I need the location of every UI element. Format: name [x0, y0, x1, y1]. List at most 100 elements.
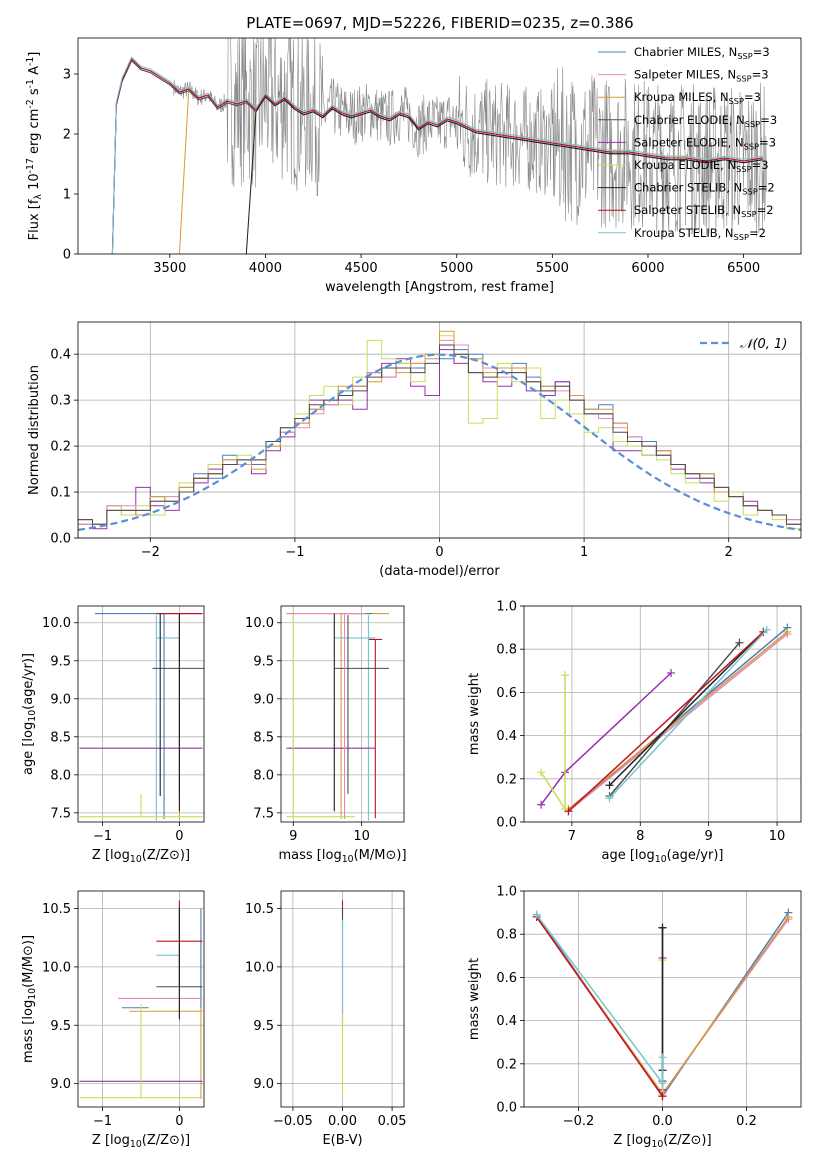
x-tick-label: 9: [705, 829, 713, 844]
panels: 3500 4000 4500 5000 5500 6000 6500 0 1 2 3 waveleng…: [21, 37, 802, 1150]
legend-label: Kroupa ELODIE, NSSP​=3: [634, 158, 769, 174]
y-tick-label: 0.4: [50, 348, 71, 363]
x-tick-label: 8: [636, 829, 644, 844]
y-tick-label: 10.5: [42, 902, 71, 917]
legend-label: 𝒩(0, 1): [740, 337, 787, 352]
legend-label: Salpeter MILES, NSSP​=3: [634, 68, 769, 84]
x-axis-label: Z [log10​(Z/Z⊙)]: [613, 1133, 711, 1150]
x-tick-label: 5000: [440, 261, 473, 276]
weight-point-kroupa_elodie: [537, 768, 546, 777]
y-tick-label: 0: [63, 248, 71, 263]
y-tick-label: 8.0: [253, 768, 274, 783]
weight-line-kroupa_stelib: [535, 914, 664, 1086]
x-tick-label: 0.00: [328, 1114, 357, 1129]
y-tick-label: 0.0: [496, 816, 517, 831]
x-tick-label: 3500: [153, 261, 186, 276]
weight-point-kroupa_miles: [783, 627, 792, 636]
y-tick-label: 10.0: [245, 960, 274, 975]
weight-point-salpeter_stelib: [658, 1092, 667, 1101]
y-tick-label: 0.1: [50, 486, 71, 501]
y-tick-label: 0.6: [496, 686, 517, 701]
weight-point-kroupa_stelib: [605, 794, 614, 803]
weight-point-kroupa_miles: [784, 912, 793, 921]
weight-point-salpeter_stelib: [564, 807, 573, 816]
weight-point-kroupa_stelib: [658, 1053, 667, 1062]
legend: 𝒩(0, 1): [700, 337, 787, 352]
x-tick-label: −0.05: [273, 1114, 313, 1129]
y-tick-label: 0.2: [50, 440, 71, 455]
plot-area: [79, 613, 204, 821]
x-tick-label: −2: [141, 545, 160, 560]
y-tick-label: 9.0: [50, 1077, 71, 1092]
y-tick-label: 0.8: [496, 928, 517, 943]
x-axis-label: age [log10​(age/yr)]: [602, 848, 724, 865]
y-tick-label: 8.5: [50, 730, 71, 745]
axes-frame: [523, 605, 802, 823]
plot-area: [111, 38, 767, 254]
y-axis-label: mass weight: [467, 673, 482, 755]
panel-weight-vs-age: 7 8 9 10 0.0 0.2 0.4 0.6 0.8 1.0 age [log10​(age/y…: [467, 600, 802, 865]
weight-point-kroupa_stelib: [658, 1079, 667, 1088]
x-tick-label: 0.05: [378, 1114, 407, 1129]
x-tick-label: 6000: [631, 261, 664, 276]
x-tick-label: −1: [285, 545, 304, 560]
model-curve-salpeter_stelib: [111, 58, 763, 254]
y-tick-label: 0.2: [496, 772, 517, 787]
y-tick-label: 0.0: [496, 1101, 517, 1116]
y-tick-label: 8.5: [253, 730, 274, 745]
y-axis-label: Normed distribution: [27, 365, 42, 495]
y-tick-label: 9.5: [50, 654, 71, 669]
x-tick-label: 1: [580, 545, 588, 560]
weight-point-chabrier_stelib: [605, 781, 614, 790]
y-tick-label: 9.5: [253, 1019, 274, 1034]
weight-point-kroupa_elodie: [561, 671, 570, 680]
x-tick-label: 2: [725, 545, 733, 560]
plot-area: [537, 623, 792, 816]
panel-spectrum: 3500 4000 4500 5000 5500 6000 6500 0 1 2 3 waveleng…: [25, 37, 802, 295]
y-tick-label: 0.4: [496, 1014, 517, 1029]
y-tick-label: 9.0: [253, 692, 274, 707]
x-tick-label: 10: [769, 829, 786, 844]
axes-frame: [77, 37, 802, 255]
x-axis-label: wavelength [Angstrom, rest frame]: [325, 280, 554, 295]
weight-point-kroupa_elodie: [561, 805, 570, 814]
y-tick-label: 9.5: [50, 1019, 71, 1034]
x-tick-label: 0.2: [736, 1114, 757, 1129]
histogram-chabrier_elodie: [78, 344, 801, 538]
weight-point-chabrier_stelib: [658, 923, 667, 932]
panel-mass-vs-ebv: −0.05 0.00 0.05 9.0 9.5 10.0 10.5 E(B-V): [245, 890, 407, 1148]
x-tick-label: 4000: [249, 261, 282, 276]
normal-curve: [78, 353, 801, 531]
y-tick-label: 10.0: [42, 960, 71, 975]
x-tick-label: 0: [175, 1114, 183, 1129]
weight-point-kroupa_stelib: [762, 625, 771, 634]
x-tick-label: 5500: [536, 261, 569, 276]
x-tick-label: 7: [568, 829, 576, 844]
y-tick-label: 0.2: [496, 1057, 517, 1072]
y-tick-label: 0.8: [496, 643, 517, 658]
plot-area: [286, 611, 389, 821]
weight-point-salpeter_elodie: [667, 668, 676, 677]
y-tick-label: 9.5: [253, 654, 274, 669]
y-tick-label: 0.0: [50, 532, 71, 547]
weight-line-chabrier_elodie: [608, 642, 740, 797]
panel-age-vs-Z: −1 0 7.5 8.0 8.5 9.0 9.5 10.0 Z [log10​(Z/Z⊙)] ag…: [21, 605, 205, 865]
panel-age-vs-mass: 9 10 7.5 8.0 8.5 9.0 9.5 10.0 mass [log10​(M/M⊙)…: [245, 605, 407, 865]
y-axis-label: age [log10​(age/yr)]: [21, 653, 38, 775]
x-tick-label: 0: [175, 829, 183, 844]
x-tick-label: 9: [289, 829, 297, 844]
model-curve-salpeter_miles: [111, 58, 763, 254]
x-axis-label: (data-model)/error: [379, 564, 500, 579]
panel-weight-vs-Z: −0.2 0.0 0.2 0.0 0.2 0.4 0.6 0.8 1.0 Z [log10​(Z/…: [467, 885, 802, 1150]
weight-point-salpeter_elodie: [537, 800, 546, 809]
x-tick-label: 4500: [345, 261, 378, 276]
y-tick-label: 7.5: [253, 806, 274, 821]
y-axis-label: mass weight: [467, 958, 482, 1040]
legend-label: Kroupa STELIB, NSSP​=2: [634, 226, 766, 242]
x-axis-label: Z [log10​(Z/Z⊙)]: [92, 1133, 190, 1150]
y-tick-label: 1.0: [496, 600, 517, 615]
model-curve-chabrier_stelib: [245, 96, 763, 254]
y-tick-label: 0.6: [496, 971, 517, 986]
panel-residual-hist: −2 −1 0 1 2 0.0 0.1 0.2 0.3 0.4 (data-model)/error…: [27, 321, 802, 579]
